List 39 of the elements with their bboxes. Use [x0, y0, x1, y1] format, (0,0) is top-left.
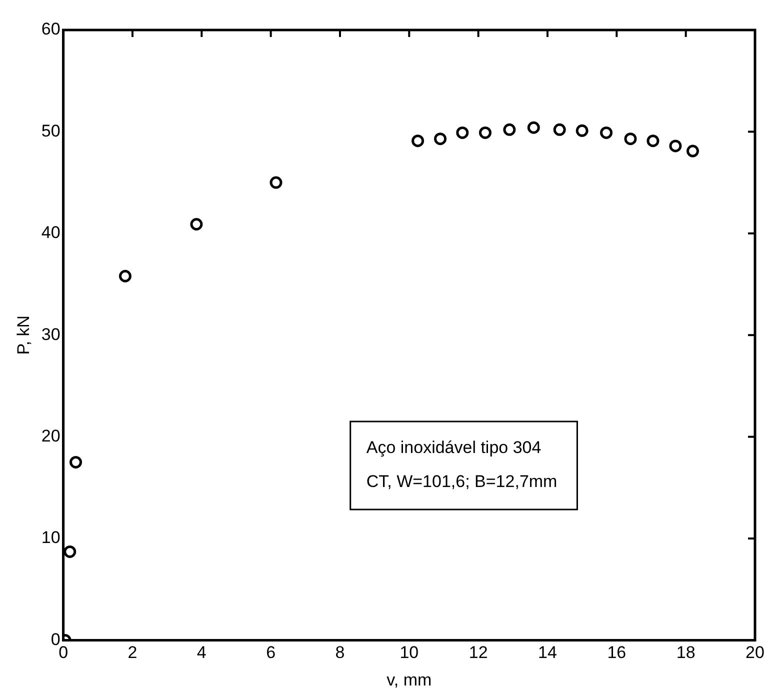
point	[478, 126, 492, 139]
point	[624, 132, 637, 146]
point	[434, 132, 447, 146]
y-tick-label: 30	[41, 324, 60, 344]
x-tick-label: 2	[128, 643, 138, 662]
x-tick-label: 18	[676, 643, 696, 662]
y-axis-title: P, kN	[14, 315, 33, 355]
x-tick-label: 20	[746, 643, 764, 662]
point	[412, 134, 424, 148]
point	[70, 456, 82, 468]
point	[553, 123, 566, 136]
point	[527, 121, 540, 134]
x-tick-label: 6	[266, 643, 276, 662]
x-tick-label: 4	[196, 643, 206, 662]
point	[118, 270, 132, 282]
annotation: Aço inoxidável tipo 304	[366, 438, 542, 458]
point	[576, 124, 588, 137]
point	[669, 140, 682, 152]
point	[270, 176, 282, 189]
point	[686, 144, 699, 158]
point	[503, 123, 516, 136]
point	[456, 126, 469, 139]
x-tick-label: 16	[607, 643, 626, 662]
x-tick-label: 12	[468, 643, 488, 662]
point	[190, 218, 203, 230]
y-tick-label: 60	[41, 20, 60, 39]
x-axis-title: v, mm	[386, 670, 432, 690]
x-tick-label: 8	[335, 643, 345, 662]
annotation: CT, W=101,6; B=12,7mm	[366, 472, 558, 492]
x-tick-label: 10	[400, 643, 419, 662]
y-tick-label: 50	[41, 121, 60, 140]
point	[64, 545, 76, 558]
y-tick-label: 20	[41, 426, 60, 446]
y-tick-label: 40	[41, 223, 60, 242]
point	[646, 134, 660, 148]
y-tick-label: 10	[41, 528, 60, 548]
y-tick-label: 0	[50, 630, 60, 649]
x-tick-label: 14	[538, 643, 557, 662]
point	[600, 126, 613, 139]
